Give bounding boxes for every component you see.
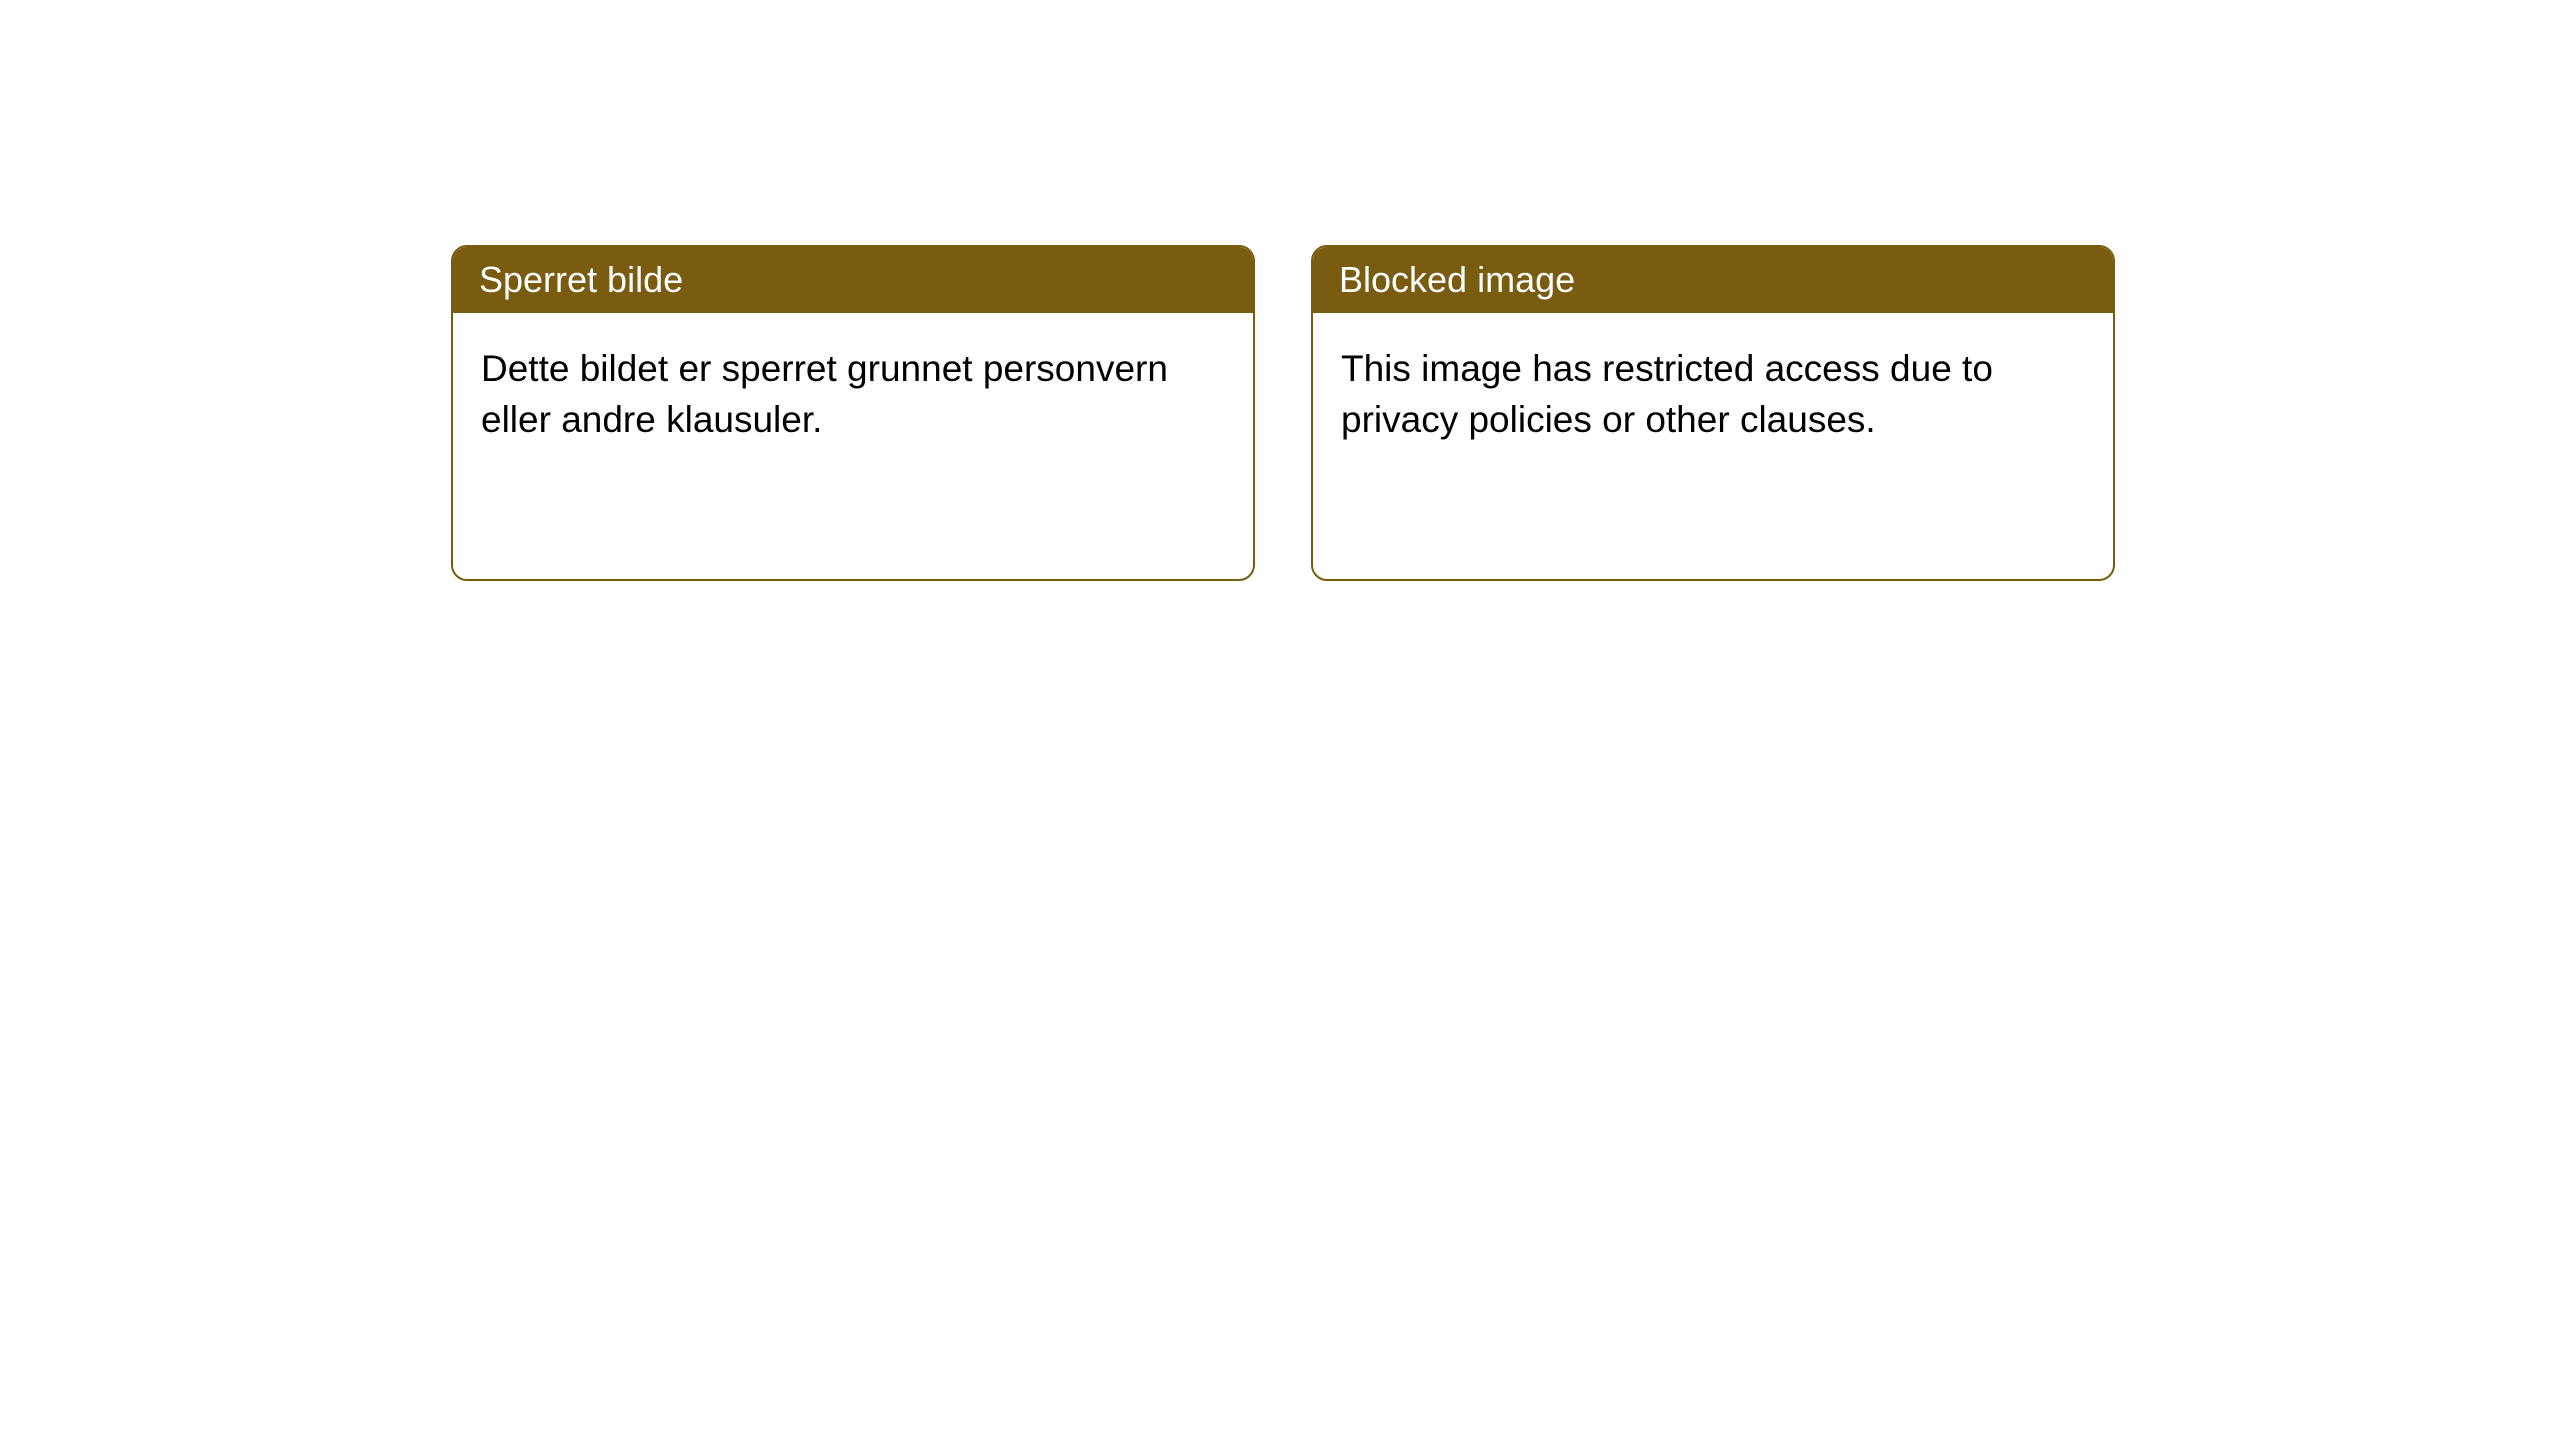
card-header: Sperret bilde xyxy=(453,247,1253,313)
card-title: Blocked image xyxy=(1339,259,1575,300)
card-title: Sperret bilde xyxy=(479,259,683,300)
card-header: Blocked image xyxy=(1313,247,2113,313)
card-body-text: This image has restricted access due to … xyxy=(1341,348,1993,440)
card-body-text: Dette bildet er sperret grunnet personve… xyxy=(481,348,1168,440)
card-body: Dette bildet er sperret grunnet personve… xyxy=(453,313,1253,475)
cards-container: Sperret bilde Dette bildet er sperret gr… xyxy=(451,245,2560,581)
card-norwegian: Sperret bilde Dette bildet er sperret gr… xyxy=(451,245,1255,581)
card-body: This image has restricted access due to … xyxy=(1313,313,2113,475)
card-english: Blocked image This image has restricted … xyxy=(1311,245,2115,581)
